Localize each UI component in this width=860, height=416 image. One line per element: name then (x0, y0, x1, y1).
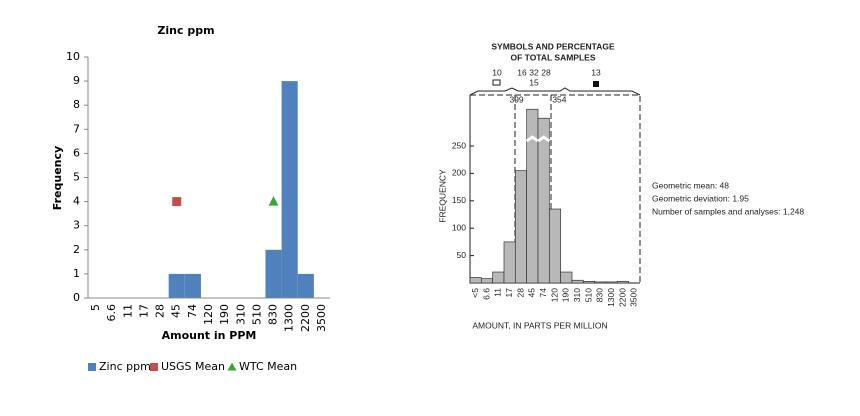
x-tick-label: 11 (121, 304, 134, 318)
y-tick-label: 2 (73, 243, 80, 256)
note: Geometric deviation: 1.95 (652, 193, 749, 203)
legend-swatch (227, 362, 237, 371)
x-tick-label: 310 (572, 288, 582, 302)
data-label: 354 (552, 94, 566, 104)
x-tick-label: 74 (186, 304, 199, 318)
x-tick-label: 3500 (629, 288, 639, 307)
axis-break (537, 135, 551, 143)
x-tick-label: 28 (515, 288, 525, 298)
bar (605, 281, 618, 284)
bar (514, 170, 528, 284)
bar (184, 273, 201, 298)
symbol-icon (492, 79, 501, 86)
bar (548, 208, 562, 284)
bar (560, 271, 573, 284)
x-tick-label: 2200 (617, 288, 627, 307)
symbol-percentage: 10 (492, 67, 502, 77)
x-tick-label: 830 (595, 288, 605, 302)
symbol-percentage: 32 (529, 67, 539, 77)
y-axis-title: FREQUENCY (437, 169, 447, 223)
bar (168, 273, 185, 298)
y-tick-label: 9 (73, 74, 80, 87)
mean-marker (172, 197, 182, 207)
symbol-bracket (469, 87, 641, 96)
bar (571, 279, 584, 284)
bar (537, 117, 550, 284)
x-tick-label: 74 (538, 288, 548, 298)
x-axis-title: Amount in PPM (162, 329, 257, 342)
symbol-percentage: 13 (591, 67, 601, 77)
legend-label: USGS Mean (161, 360, 225, 373)
x-tick-label: <5 (470, 288, 480, 298)
x-tick-label: 45 (170, 304, 183, 318)
axis-break (525, 135, 539, 143)
x-tick-label: 3500 (315, 304, 328, 332)
x-tick-label: 190 (561, 288, 571, 302)
x-tick-label: 1300 (606, 288, 616, 307)
bar (469, 277, 482, 284)
symbol-icon (593, 81, 599, 87)
bar (503, 241, 516, 284)
x-tick-label: 6.6 (481, 288, 491, 300)
bar (265, 249, 282, 298)
bar (594, 281, 607, 284)
x-tick-label: 1300 (283, 304, 296, 332)
x-tick-label: 17 (504, 288, 514, 298)
y-tick-label: 7 (73, 122, 80, 135)
y-tick-label: 50 (457, 250, 467, 260)
legend-label: Zinc ppm (99, 360, 151, 373)
bar (297, 273, 314, 298)
note: Geometric mean: 48 (652, 180, 729, 190)
x-tick-label: 510 (583, 288, 593, 302)
x-tick-label: 830 (267, 304, 280, 325)
bar (582, 281, 596, 284)
bar (616, 281, 630, 284)
data-label: 399 (509, 94, 523, 104)
y-axis-title: Frequency (51, 146, 64, 210)
chart-title: OF TOTAL SAMPLES (510, 52, 595, 62)
x-axis-title: AMOUNT, IN PARTS PER MILLION (472, 320, 607, 330)
legend-label: WTC Mean (239, 360, 297, 373)
y-tick-label: 1 (73, 267, 80, 280)
y-tick-label: 8 (73, 98, 80, 111)
x-tick-label: 2200 (299, 304, 312, 332)
y-tick-label: 5 (73, 171, 80, 184)
x-tick-label: 120 (549, 288, 559, 302)
y-tick-label: 250 (452, 140, 466, 150)
y-tick-label: 6 (73, 146, 80, 159)
y-tick-label: 200 (452, 168, 466, 178)
y-tick-label: 10 (66, 50, 80, 63)
y-tick-label: 150 (452, 195, 466, 205)
symbol-percentage: 16 (517, 67, 527, 77)
x-tick-label: 310 (234, 304, 247, 325)
x-tick-label: 5 (89, 304, 102, 311)
legend-swatch (150, 363, 158, 371)
bar (480, 278, 494, 284)
bar (492, 271, 505, 284)
symbol-percentage: 15 (529, 77, 539, 87)
y-tick-label: 100 (452, 222, 466, 232)
x-tick-label: 190 (218, 304, 231, 325)
x-tick-label: 28 (154, 304, 167, 318)
x-tick-label: 120 (202, 304, 215, 325)
x-tick-label: 510 (250, 304, 263, 325)
x-tick-label: 11 (493, 288, 503, 297)
bar (281, 81, 298, 298)
symbol-percentage: 28 (541, 67, 551, 77)
y-tick-label: 3 (73, 219, 80, 232)
mean-marker (268, 196, 279, 206)
x-tick-label: 17 (137, 304, 150, 318)
x-tick-label: 6.6 (105, 304, 118, 322)
chart-title: SYMBOLS AND PERCENTAGE (491, 41, 615, 51)
chart-title: Zinc ppm (157, 24, 214, 37)
y-tick-label: 0 (73, 291, 80, 304)
x-tick-label: 45 (527, 288, 537, 298)
legend-swatch (88, 363, 96, 371)
y-tick-label: 4 (73, 195, 80, 208)
note: Number of samples and analyses: 1,248 (652, 206, 804, 216)
